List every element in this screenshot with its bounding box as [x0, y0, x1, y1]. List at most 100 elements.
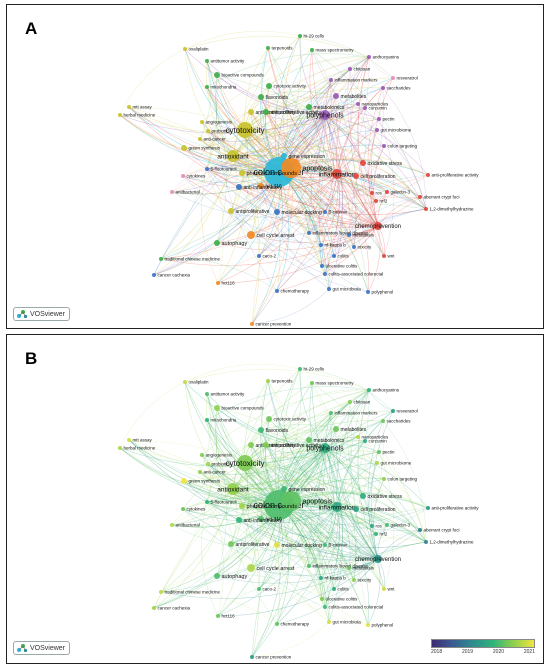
- node-label: mitochondria: [211, 85, 237, 90]
- network-node: [239, 170, 245, 176]
- network-link: [276, 506, 338, 625]
- node-label: inflammation markers: [335, 78, 379, 83]
- network-link: [311, 382, 379, 560]
- network-link: [250, 225, 379, 243]
- network-link: [251, 114, 326, 325]
- network-link: [153, 389, 370, 609]
- network-node: [352, 578, 356, 582]
- network-link: [182, 56, 370, 177]
- network-link: [251, 621, 330, 658]
- network-link: [128, 106, 280, 173]
- network-link: [351, 462, 378, 581]
- network-link: [182, 175, 379, 228]
- network-link: [330, 79, 379, 227]
- node-label: ulcerative colitis: [326, 597, 359, 602]
- network-link: [258, 507, 429, 590]
- network-node: [257, 254, 261, 258]
- network-link: [184, 368, 370, 391]
- network-node: [323, 210, 327, 214]
- network-link: [171, 501, 208, 526]
- network-link: [244, 95, 337, 131]
- node-label: herbal medicine: [124, 113, 156, 118]
- network-link: [258, 565, 310, 590]
- network-node: [159, 590, 163, 594]
- network-node: [228, 541, 234, 547]
- network-link: [260, 506, 338, 522]
- network-link: [309, 49, 338, 175]
- node-label: flavonoids: [266, 428, 289, 434]
- node-label: cytotoxicity: [225, 126, 264, 135]
- network-link: [251, 504, 283, 658]
- network-link: [216, 407, 326, 449]
- network-link: [244, 129, 258, 236]
- network-node: [281, 153, 287, 159]
- network-link: [217, 173, 338, 284]
- vosviewer-label: VOSviewer: [30, 644, 66, 652]
- network-link: [199, 447, 326, 475]
- node-label: saccharides: [387, 419, 412, 424]
- node-label: galectin-3: [391, 190, 411, 195]
- network-link: [153, 114, 326, 276]
- network-link: [321, 118, 380, 267]
- network-link: [217, 255, 260, 284]
- network-link: [367, 225, 381, 293]
- node-label: colon cancer: [253, 167, 304, 177]
- node-label: probiotics: [212, 129, 232, 134]
- network-link: [206, 444, 267, 503]
- network-link: [290, 491, 429, 509]
- vosviewer-label: VOSviewer: [30, 310, 66, 318]
- network-link: [206, 60, 217, 170]
- network-link: [119, 447, 262, 520]
- network-link: [251, 288, 330, 325]
- node-label: ht-29 cells: [304, 367, 325, 372]
- network-node: [306, 437, 312, 443]
- network-link: [244, 450, 378, 464]
- network-link: [232, 114, 326, 157]
- network-link: [244, 462, 379, 560]
- network-link: [244, 129, 421, 198]
- network-link: [238, 519, 379, 560]
- node-label: hct-116: [266, 517, 283, 523]
- network-link: [119, 447, 234, 490]
- network-link: [321, 225, 379, 267]
- node-label: nanoparticles: [362, 102, 390, 107]
- node-label: terpenoids: [272, 379, 294, 384]
- network-link: [325, 79, 338, 175]
- network-node: [170, 190, 174, 194]
- node-label: 5-fluorouracil: [211, 167, 237, 172]
- network-link: [128, 106, 338, 175]
- network-link: [250, 444, 338, 508]
- network-link: [336, 173, 379, 227]
- network-link: [357, 103, 367, 164]
- network-node: [118, 113, 122, 117]
- network-link: [128, 106, 379, 227]
- network-link: [353, 208, 427, 248]
- network-link: [244, 462, 323, 600]
- network-node: [348, 67, 352, 71]
- network-link: [184, 381, 280, 506]
- network-link: [206, 447, 326, 503]
- network-link: [324, 447, 357, 581]
- network-link: [244, 462, 421, 531]
- network-link: [377, 196, 421, 227]
- network-link: [364, 107, 385, 147]
- network-link: [333, 87, 384, 257]
- network-link: [267, 47, 288, 157]
- network-node: [281, 158, 301, 178]
- network-link: [119, 114, 280, 173]
- node-label: anti-proliferative activity: [432, 173, 480, 178]
- node-label: chemotherapy: [281, 622, 310, 627]
- network-link: [244, 129, 323, 267]
- network-link: [260, 91, 359, 105]
- colorbar-tick: 2018: [431, 649, 443, 655]
- network-link: [206, 386, 370, 421]
- network-link: [244, 462, 388, 526]
- network-link: [370, 410, 394, 560]
- node-label: galectin-3: [391, 523, 411, 528]
- network-link: [260, 185, 369, 293]
- network-link: [336, 506, 370, 626]
- network-link: [251, 577, 322, 658]
- colorbar-tick: 2021: [523, 649, 535, 655]
- network-node: [382, 477, 386, 481]
- network-link: [276, 211, 310, 234]
